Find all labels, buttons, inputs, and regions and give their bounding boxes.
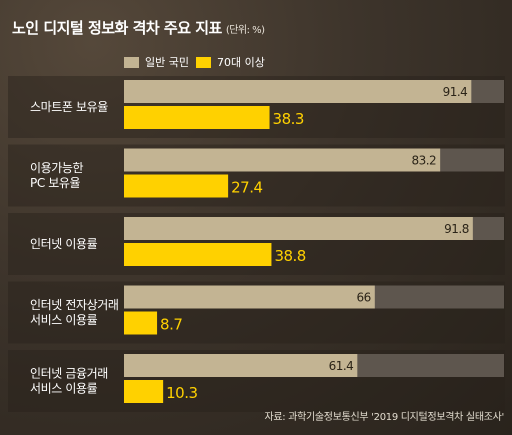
bar-senior <box>124 311 158 335</box>
legend-item-senior: 70대 이상 <box>196 54 265 70</box>
data-label-general: 91.4 <box>443 85 468 99</box>
bar-senior <box>124 106 270 129</box>
data-label-general: 83.2 <box>411 154 436 168</box>
category-label: 스마트폰 보유율 <box>30 100 108 114</box>
category-label: 인터넷 금융거래 <box>30 367 108 381</box>
data-label-general: 91.8 <box>444 222 469 236</box>
chart-title: 노인 디지털 정보화 격차 주요 지표 (단위: %) <box>12 19 265 37</box>
data-label-senior: 8.7 <box>160 316 182 334</box>
bar-senior <box>124 380 164 403</box>
legend-swatch-general <box>124 56 139 68</box>
bar-senior <box>124 243 272 266</box>
data-label-senior: 10.3 <box>166 384 197 402</box>
legend-item-general: 일반 국민 <box>124 54 189 70</box>
source-note: 자료: 과학기술정보통신부 '2019 디지털정보격차 실태조사' <box>264 412 504 423</box>
category-label: 인터넷 전자상거래 <box>30 298 119 312</box>
data-label-general: 61.4 <box>329 359 354 373</box>
unit-note: (단위: %) <box>225 25 265 36</box>
legend-label-general: 일반 국민 <box>145 56 189 69</box>
category-label: 이용가능한 <box>30 161 84 175</box>
bar-senior <box>124 174 229 198</box>
category-label: 서비스 이용률 <box>30 313 98 327</box>
category-label: 서비스 이용률 <box>30 382 98 396</box>
data-label-senior: 27.4 <box>231 179 262 197</box>
bar-general <box>124 217 473 240</box>
category-label: PC 보유율 <box>30 176 81 190</box>
category-label: 인터넷 이용률 <box>30 237 98 251</box>
bar-general <box>124 354 358 377</box>
bar-general <box>124 148 441 172</box>
data-label-senior: 38.8 <box>274 247 305 265</box>
bar-general <box>124 285 375 309</box>
bar-general <box>124 80 472 103</box>
legend-label-senior: 70대 이상 <box>217 56 265 69</box>
data-label-general: 66 <box>357 291 371 305</box>
data-label-senior: 38.3 <box>273 110 304 128</box>
legend-swatch-senior <box>196 56 211 68</box>
